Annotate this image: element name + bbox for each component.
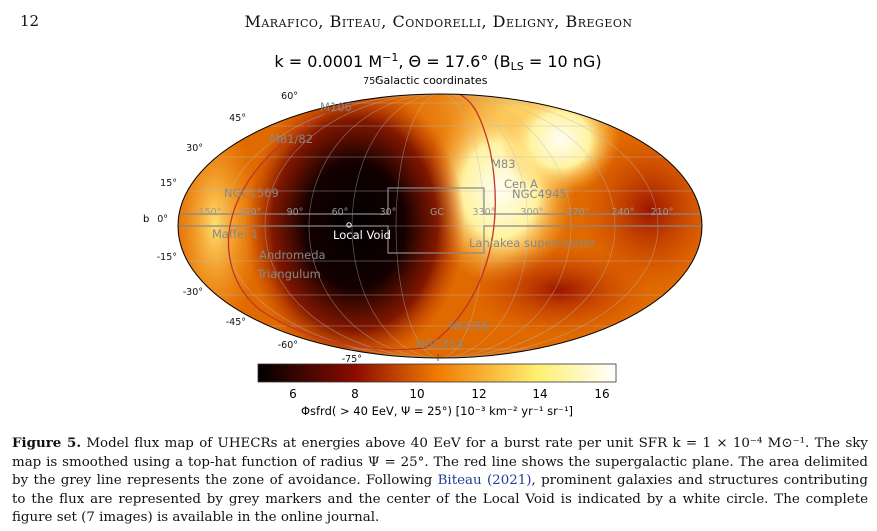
svg-text:75°: 75°	[363, 76, 380, 87]
svg-text:120°: 120°	[239, 207, 262, 218]
svg-text:60°: 60°	[332, 207, 349, 218]
local-void-label: Local Void	[333, 228, 391, 242]
page-number: 12	[20, 12, 40, 30]
svg-text:-30°: -30°	[183, 287, 203, 298]
svg-text:Maffei 1: Maffei 1	[212, 227, 258, 241]
colorbar-ticks: 6 8 10 12 14 16	[289, 387, 609, 401]
latitude-labels: 75° 60° 45° 30° 15° 0° -15° -30° -45° -6…	[157, 76, 380, 365]
citation-link[interactable]: Biteau (2021)	[437, 473, 532, 489]
supergalactic-plane-line	[228, 94, 496, 351]
svg-text:150°: 150°	[199, 207, 222, 218]
running-header-authors: Marafico, Biteau, Condorelli, Deligny, B…	[244, 12, 633, 31]
svg-text:-15°: -15°	[157, 252, 177, 263]
svg-text:300°: 300°	[521, 207, 544, 218]
svg-text:-60°: -60°	[278, 340, 298, 351]
svg-text:M83: M83	[491, 157, 516, 171]
local-void-marker	[346, 222, 352, 228]
svg-text:210°: 210°	[651, 207, 674, 218]
source-labels: M106 M81/82 NGC1569 Maffei 1 Andromeda T…	[212, 100, 596, 351]
map-border	[177, 93, 703, 359]
svg-text:45°: 45°	[229, 113, 246, 124]
caption-label: Figure 5.	[12, 435, 81, 451]
y-axis-label: b	[143, 214, 149, 225]
svg-text:330°: 330°	[473, 207, 496, 218]
colorbar	[257, 363, 617, 383]
svg-text:30°: 30°	[380, 207, 397, 218]
svg-text:-45°: -45°	[226, 317, 246, 328]
svg-text:NGC1569: NGC1569	[224, 186, 279, 200]
svg-text:14: 14	[532, 387, 547, 401]
svg-text:240°: 240°	[612, 207, 635, 218]
sky-map-figure: k = 0.0001 M−1, Θ = 17.6° (BLS = 10 nG) …	[143, 51, 703, 418]
svg-text:Laniakea supercluster: Laniakea supercluster	[469, 236, 596, 250]
svg-text:60°: 60°	[281, 91, 298, 102]
svg-text:Triangulum: Triangulum	[256, 267, 321, 281]
flux-heatmap	[178, 94, 702, 358]
svg-text:Cen A: Cen A	[504, 177, 538, 191]
svg-text:10: 10	[409, 387, 424, 401]
colorbar-label: Φsfrd( > 40 EeV, Ψ = 25°) [10⁻³ km⁻² yr⁻…	[301, 404, 573, 418]
svg-text:8: 8	[351, 387, 359, 401]
svg-text:30°: 30°	[186, 143, 203, 154]
svg-text:270°: 270°	[567, 207, 590, 218]
svg-text:M81/82: M81/82	[270, 132, 313, 146]
svg-text:0°: 0°	[157, 214, 168, 225]
zone-of-avoidance-outline	[178, 187, 702, 254]
svg-text:6: 6	[289, 387, 297, 401]
figure-subtitle: Galactic coordinates	[375, 74, 488, 87]
svg-text:Andromeda: Andromeda	[259, 248, 326, 262]
svg-text:GC: GC	[430, 207, 444, 218]
svg-text:NGC55: NGC55	[449, 319, 489, 333]
svg-text:NGC4945: NGC4945	[512, 187, 567, 201]
svg-text:NGC253: NGC253	[416, 337, 464, 351]
svg-text:16: 16	[594, 387, 609, 401]
svg-text:12: 12	[471, 387, 486, 401]
svg-text:-75°: -75°	[342, 354, 362, 365]
svg-text:90°: 90°	[287, 207, 304, 218]
figure-caption: Figure 5. Model flux map of UHECRs at en…	[12, 435, 868, 526]
svg-text:M106: M106	[320, 100, 352, 114]
svg-text:15°: 15°	[160, 178, 177, 189]
figure-title: k = 0.0001 M−1, Θ = 17.6° (BLS = 10 nG)	[274, 51, 601, 73]
longitude-labels: 150° 120° 90° 60° 30° GC 330° 300° 270° …	[199, 207, 674, 218]
